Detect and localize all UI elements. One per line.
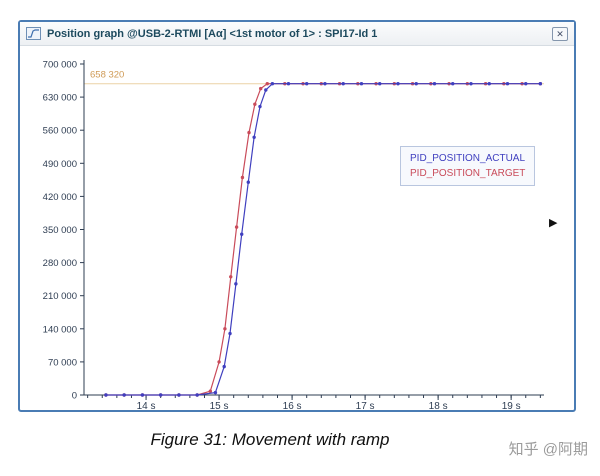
legend-entry-actual: PID_POSITION_ACTUAL (410, 153, 526, 164)
watermark-text: 知乎 @阿期 (508, 441, 588, 458)
svg-text:18 s: 18 s (429, 401, 448, 410)
svg-text:490 000: 490 000 (43, 159, 77, 170)
svg-text:140 000: 140 000 (43, 324, 77, 335)
chart-legend: PID_POSITION_ACTUAL PID_POSITION_TARGET (400, 146, 536, 186)
svg-text:350 000: 350 000 (43, 225, 77, 236)
svg-text:280 000: 280 000 (43, 258, 77, 269)
svg-text:0: 0 (72, 391, 77, 402)
chart-svg: 0 70 000 140 000 210 000 280 000 350 000 420 0… (43, 60, 544, 410)
svg-text:70 000: 70 000 (48, 357, 77, 368)
svg-text:14 s: 14 s (137, 401, 156, 410)
svg-text:420 000: 420 000 (43, 192, 77, 203)
legend-entry-target: PID_POSITION_TARGET (410, 168, 526, 179)
svg-text:19 s: 19 s (502, 401, 521, 410)
svg-text:700 000: 700 000 (43, 60, 77, 71)
graph-icon (26, 27, 41, 40)
scroll-right-arrow-icon[interactable]: ▶ (549, 217, 558, 229)
svg-text:658 320: 658 320 (90, 70, 124, 81)
svg-text:630 000: 630 000 (43, 93, 77, 104)
position-graph-window: Position graph @USB-2-RTMI [Aα] <1st mot… (18, 20, 576, 412)
figure-caption: Figure 31: Movement with ramp (150, 430, 390, 449)
close-icon[interactable]: ✕ (552, 26, 568, 41)
svg-text:15 s: 15 s (210, 401, 229, 410)
window-title: Position graph @USB-2-RTMI [Aα] <1st mot… (47, 27, 378, 40)
chart-area: 0 70 000 140 000 210 000 280 000 350 000 420 0… (20, 46, 574, 411)
svg-text:17 s: 17 s (356, 401, 375, 410)
svg-text:16 s: 16 s (283, 401, 302, 410)
window-titlebar: Position graph @USB-2-RTMI [Aα] <1st mot… (20, 22, 574, 46)
svg-text:210 000: 210 000 (43, 291, 77, 302)
svg-text:560 000: 560 000 (43, 126, 77, 137)
